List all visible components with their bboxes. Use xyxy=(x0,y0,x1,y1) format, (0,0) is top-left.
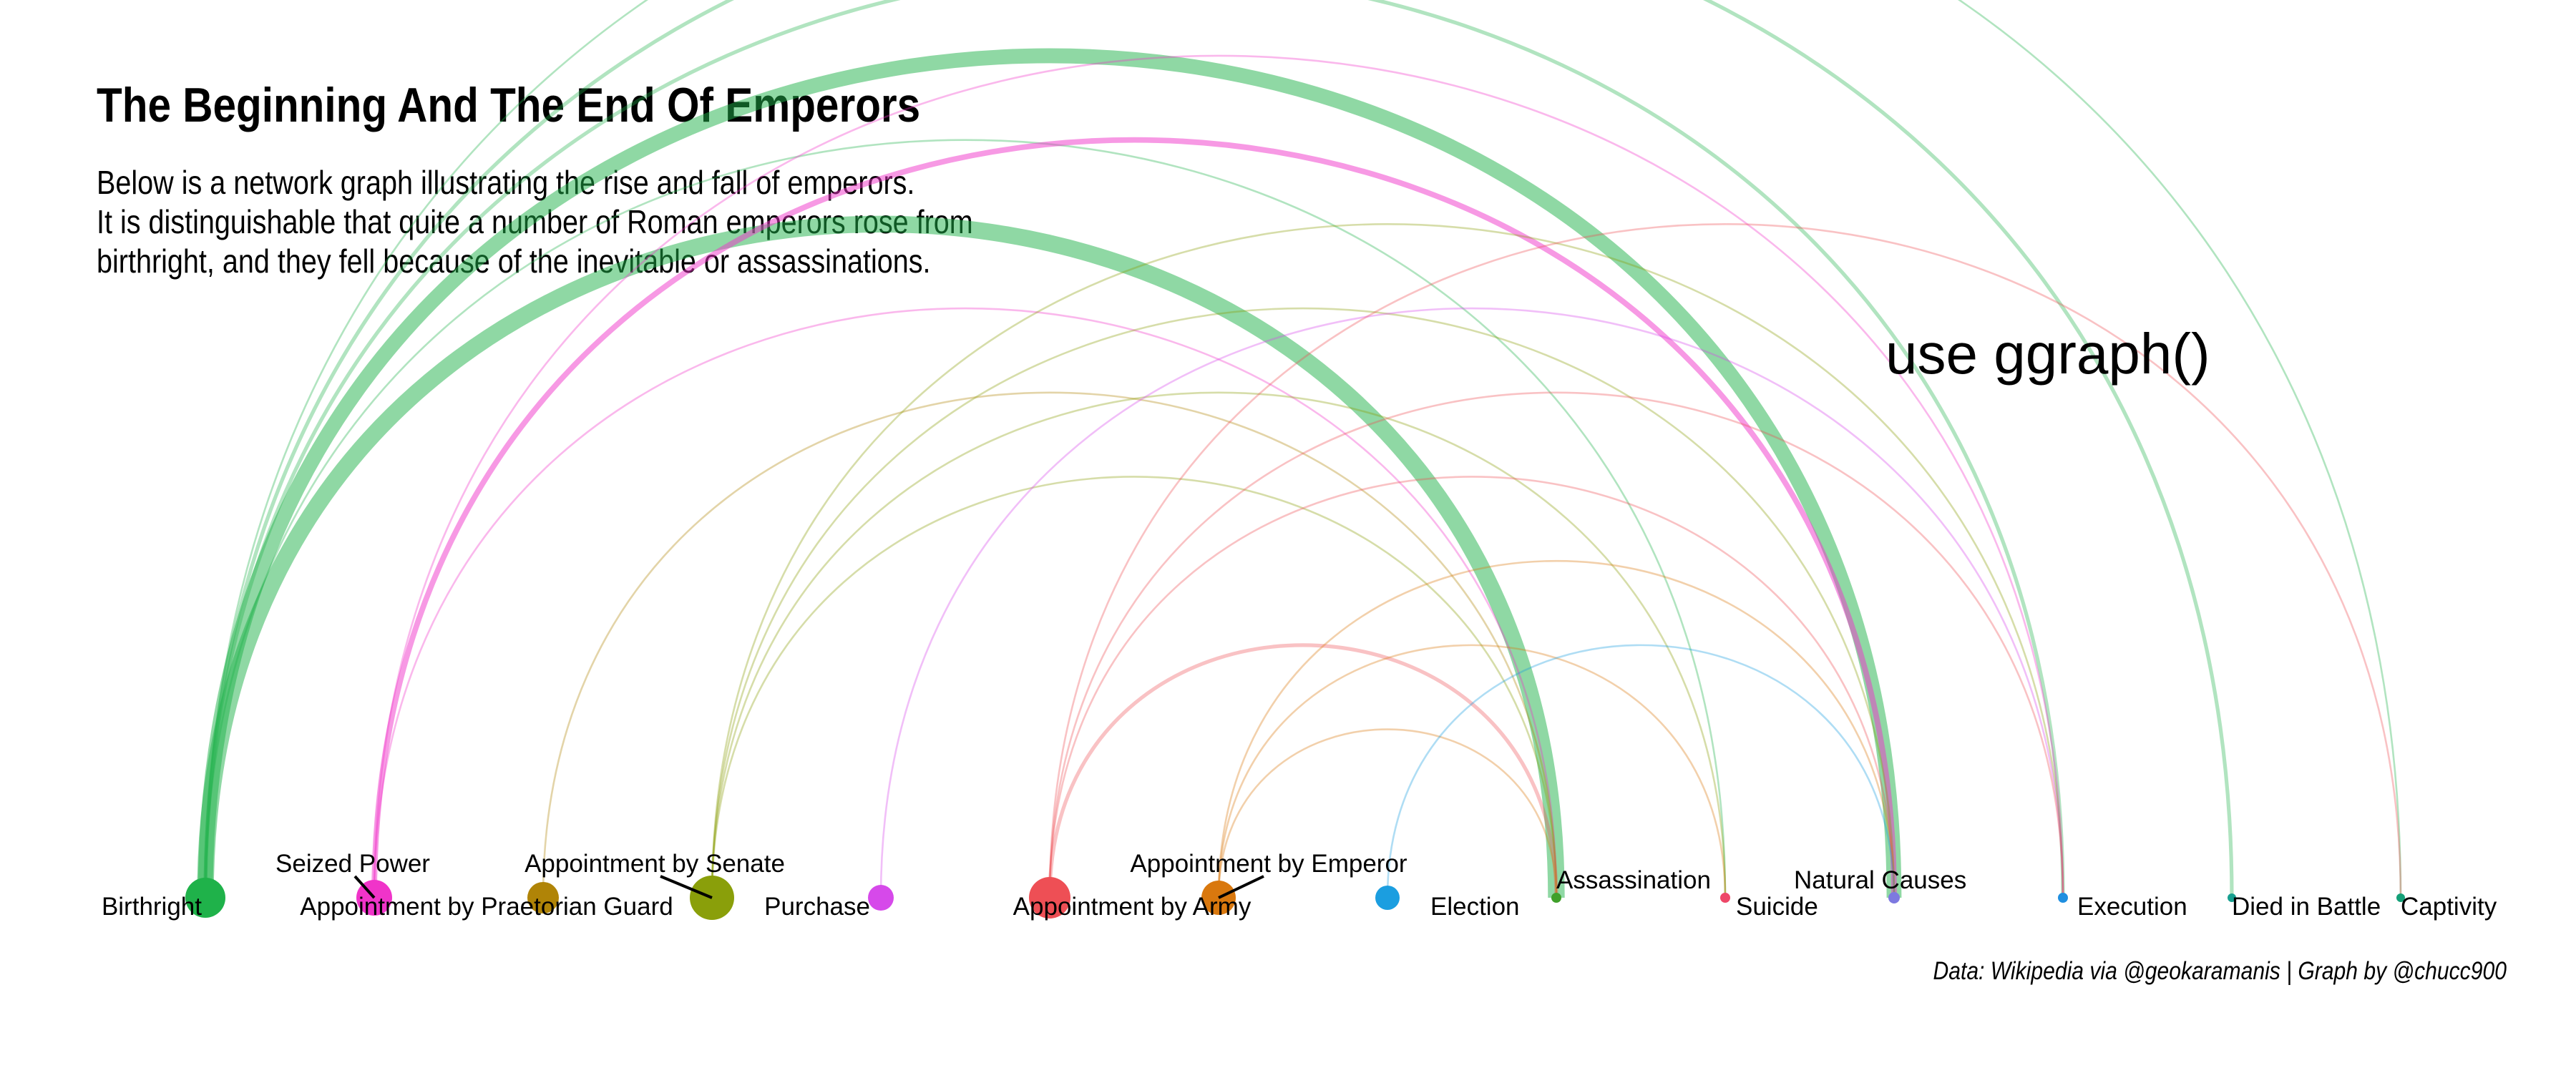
edge-layer xyxy=(197,0,2402,898)
edge-birthright-to-died-in-battle xyxy=(203,0,2234,898)
edge-election-to-natural-causes xyxy=(1386,644,1896,898)
label-died-in-battle: Died in Battle xyxy=(2232,893,2381,921)
caption: Data: Wikipedia via @geokaramanis | Grap… xyxy=(1933,957,2507,985)
edge-appointment-by-emperor-to-assassination xyxy=(1217,728,1558,898)
label-assassination: Assassination xyxy=(1556,866,1711,894)
label-seized-power: Seized Power xyxy=(275,850,430,878)
node-assassination xyxy=(1551,893,1561,903)
edge-appointment-by-emperor-to-natural-causes xyxy=(1217,560,1896,898)
subtitle-line-3: birthright, and they fell because of the… xyxy=(97,242,931,280)
edge-seized-power-to-natural-causes xyxy=(371,137,1897,898)
leader-line-appointment-by-emperor xyxy=(1218,875,1264,899)
leader-line-appointment-by-senate xyxy=(660,875,713,899)
node-appointment-by-army xyxy=(1029,877,1070,918)
edge-appointment-by-senate-to-natural-causes xyxy=(711,307,1896,898)
edge-appointment-by-army-to-assassination xyxy=(1048,643,1558,898)
edge-appointment-by-army-to-execution xyxy=(1048,391,2064,898)
label-appointment-by-army: Appointment by Army xyxy=(1013,893,1252,921)
node-appointment-by-praetorian-guard xyxy=(527,882,559,913)
label-captivity: Captivity xyxy=(2401,893,2497,921)
label-purchase: Purchase xyxy=(764,893,870,921)
edge-birthright-to-execution xyxy=(203,0,2065,898)
node-birthright xyxy=(185,878,225,918)
annotation-text: use ggraph() xyxy=(1885,322,2210,386)
edge-seized-power-to-execution xyxy=(373,54,2064,898)
node-suicide xyxy=(1720,893,1730,903)
edge-birthright-to-assassination xyxy=(197,215,1565,898)
label-appointment-by-senate: Appointment by Senate xyxy=(525,850,785,878)
node-natural-causes xyxy=(1888,892,1900,903)
node-died-in-battle xyxy=(2228,893,2236,902)
edge-appointment-by-emperor-to-suicide xyxy=(1217,644,1727,898)
label-layer: Birthright Seized Power Appointment by Pra… xyxy=(102,850,2497,921)
label-birthright: Birthright xyxy=(102,893,202,921)
label-execution: Execution xyxy=(2077,893,2187,921)
edge-seized-power-to-assassination xyxy=(373,307,1558,898)
edge-appointment-by-senate-to-assassination xyxy=(711,476,1558,898)
label-appointment-by-emperor: Appointment by Emperor xyxy=(1130,850,1407,878)
node-execution xyxy=(2058,893,2068,903)
label-election: Election xyxy=(1430,893,1520,921)
edge-birthright-to-captivity xyxy=(204,0,2402,898)
edge-purchase-to-execution xyxy=(879,307,2064,898)
edge-appointment-by-army-to-captivity xyxy=(1048,223,2402,898)
node-election xyxy=(1375,886,1400,910)
node-purchase xyxy=(868,885,894,911)
edge-appointment-by-army-to-natural-causes xyxy=(1048,476,1896,898)
label-suicide: Suicide xyxy=(1736,893,1818,921)
subtitle-line-1: Below is a network graph illustrating th… xyxy=(97,164,915,201)
edge-appointment-by-senate-to-execution xyxy=(711,223,2064,898)
edge-appointment-by-senate-to-suicide xyxy=(711,391,1727,898)
edge-birthright-to-suicide xyxy=(204,139,1727,898)
edge-birthright-to-natural-causes xyxy=(197,48,1902,898)
edge-appointment-by-praetorian-guard-to-assassination xyxy=(542,391,1558,898)
leader-line-seized-power xyxy=(353,875,376,899)
node-captivity xyxy=(2396,893,2405,902)
label-appointment-by-praetorian-guard: Appointment by Praetorian Guard xyxy=(300,893,673,921)
label-natural-causes: Natural Causes xyxy=(1794,866,1966,894)
